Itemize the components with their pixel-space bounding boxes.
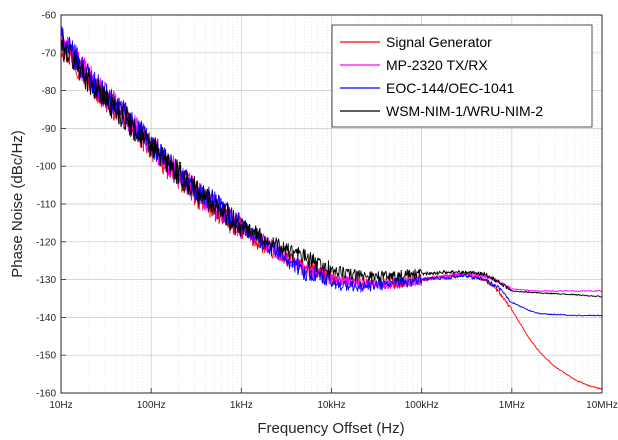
y-axis-label: Phase Noise (dBc/Hz) xyxy=(9,130,26,278)
y-tick-label: -60 xyxy=(42,11,57,22)
x-tick-label: 10Hz xyxy=(49,400,72,411)
y-tick-label: -140 xyxy=(36,313,56,324)
x-tick-label: 100kHz xyxy=(405,400,439,411)
y-tick-label: -160 xyxy=(36,389,56,400)
y-axis-ticks: -60 -70 -80 -90 -100 -110 -120 -130 -140 -150 -160 xyxy=(36,11,66,400)
legend-label: Signal Generator xyxy=(386,34,492,50)
y-tick-label: -120 xyxy=(36,237,56,248)
x-axis-ticks: 10Hz 100Hz 1kHz 10kHz 100kHz 1MHz 10MHz xyxy=(49,388,618,411)
y-tick-label: -150 xyxy=(36,351,56,362)
legend-label: MP-2320 TX/RX xyxy=(386,57,488,73)
x-tick-label: 10kHz xyxy=(317,400,345,411)
y-tick-label: -80 xyxy=(42,86,57,97)
legend: Signal Generator MP-2320 TX/RX EOC-144/OEC… xyxy=(331,24,593,128)
y-tick-label: -90 xyxy=(42,124,57,135)
x-tick-label: 100Hz xyxy=(137,400,166,411)
x-tick-label: 1kHz xyxy=(230,400,253,411)
series-layer xyxy=(60,25,603,390)
x-axis-label: Frequency Offset (Hz) xyxy=(257,420,404,437)
legend-label: EOC-144/OEC-1041 xyxy=(386,80,515,96)
x-tick-label: 1MHz xyxy=(499,400,525,411)
y-tick-label: -100 xyxy=(36,162,56,173)
legend-label: WSM-NIM-1/WRU-NIM-2 xyxy=(386,103,543,119)
series-line-4 xyxy=(60,35,603,298)
series-line-1 xyxy=(60,41,603,390)
y-tick-label: -70 xyxy=(42,48,57,59)
x-tick-label: 10MHz xyxy=(586,400,618,411)
y-tick-label: -110 xyxy=(37,200,57,211)
y-tick-label: -130 xyxy=(36,275,56,286)
